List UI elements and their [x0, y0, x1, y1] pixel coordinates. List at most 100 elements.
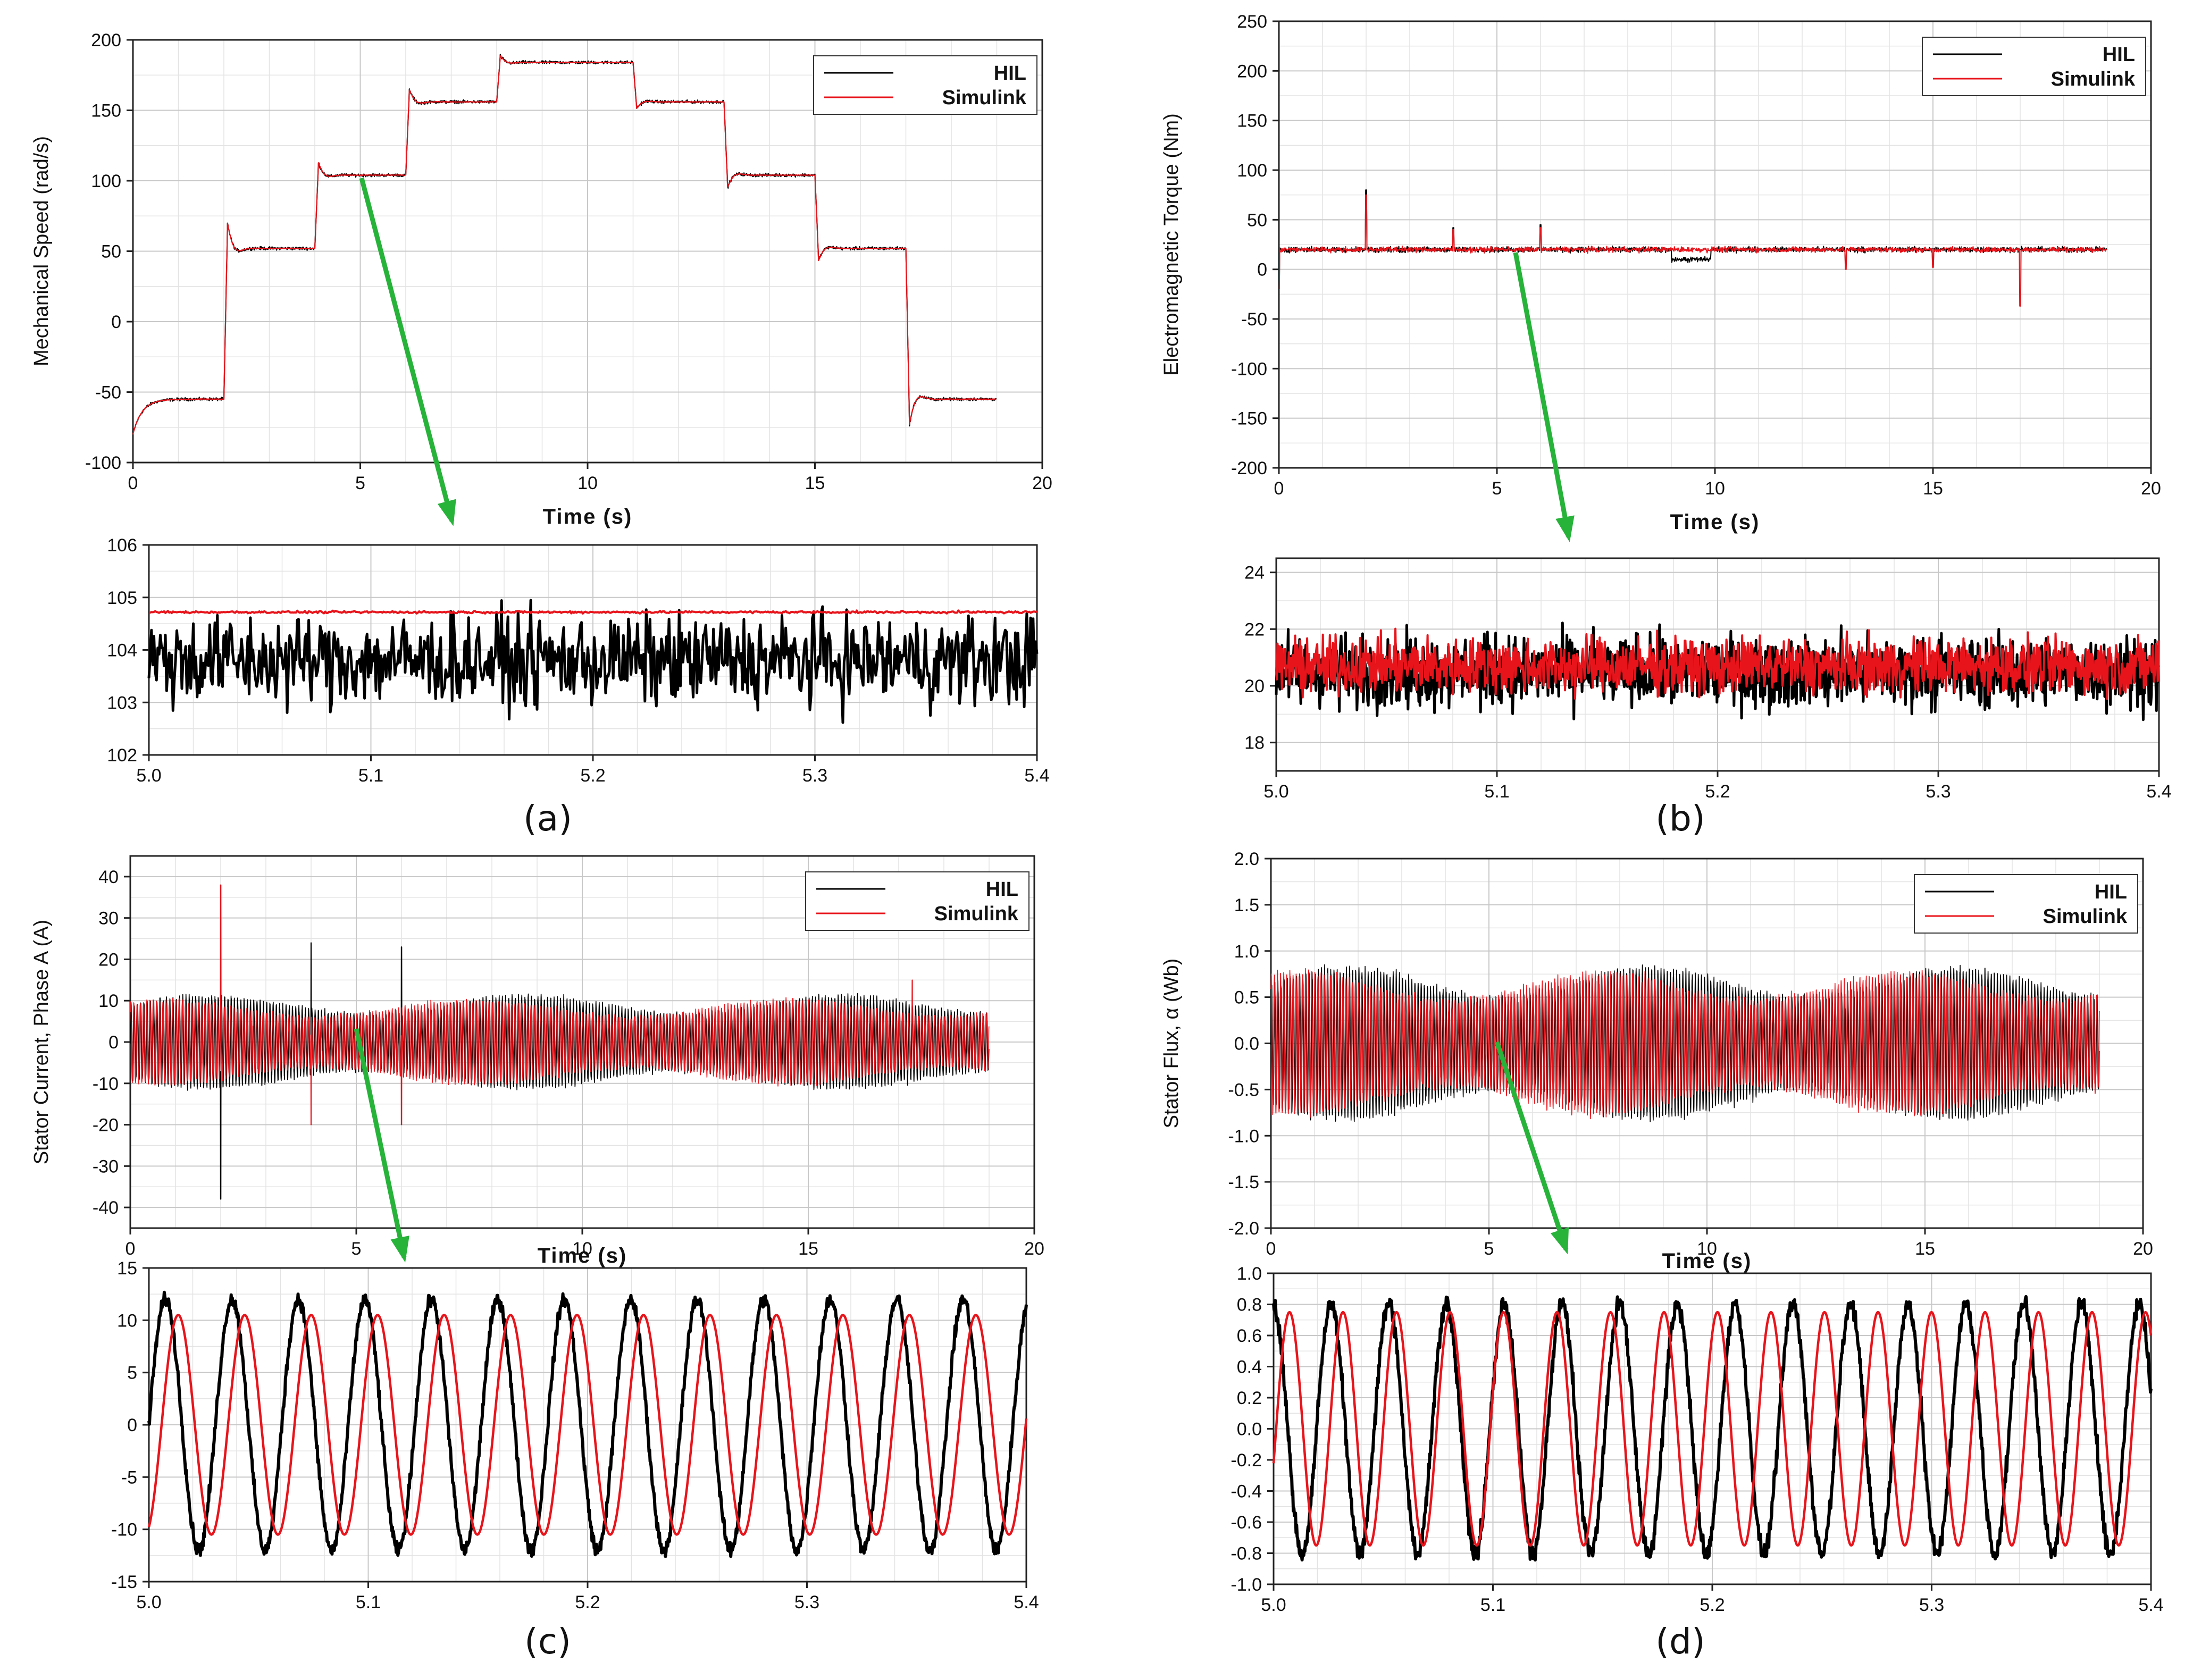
x-tick-label: 5	[1492, 478, 1502, 499]
x-tick-label: 5.2	[1700, 1595, 1725, 1615]
x-tick-label: 0	[1266, 1239, 1276, 1259]
y-tick-label: 10	[117, 1311, 137, 1331]
legend-box	[1922, 37, 2146, 96]
x-tick-label: 20	[1032, 473, 1052, 493]
x-tick-label: 5.1	[358, 766, 383, 786]
x-tick-label: 10	[577, 473, 598, 493]
y-tick-label: -40	[93, 1198, 119, 1218]
y-tick-label: -0.6	[1231, 1513, 1262, 1533]
x-axis-label: Time (s)	[538, 1244, 627, 1267]
y-tick-label: -100	[1231, 359, 1267, 379]
y-tick-label: 1.0	[1237, 1264, 1262, 1284]
x-tick-label: 0	[125, 1239, 136, 1259]
x-tick-label: 5.4	[1024, 766, 1049, 786]
x-tick-label: 15	[1915, 1239, 1935, 1259]
y-tick-label: 1.5	[1234, 895, 1259, 915]
series-line-simulink	[1272, 1311, 2153, 1547]
series-line-simulink	[130, 884, 990, 1125]
y-tick-label: 200	[91, 30, 121, 51]
x-tick-label: 15	[798, 1239, 818, 1259]
y-tick-label: 200	[1237, 61, 1267, 81]
chart-c-zoom: 5.0 5.1 5.2 5.3 5.4 -15 -10 -5 0 5 10 15	[111, 1258, 1039, 1612]
x-tick-label: 5.4	[2146, 782, 2171, 802]
x-tick-label: 5.3	[1919, 1595, 1944, 1615]
y-tick-label: 106	[107, 535, 137, 556]
x-tick-label: 20	[2133, 1239, 2153, 1259]
x-tick-label: 5.1	[1480, 1595, 1505, 1615]
y-tick-label: 20	[1244, 676, 1265, 696]
x-tick-label: 5.2	[1705, 782, 1730, 802]
y-tick-label: 2.0	[1234, 849, 1259, 869]
y-tick-label: -20	[93, 1115, 119, 1136]
y-tick-label: -50	[1241, 309, 1267, 330]
zoom-arrow-a	[359, 177, 456, 526]
y-tick-label: 0.5	[1234, 988, 1259, 1008]
y-tick-label: 0.4	[1237, 1357, 1262, 1377]
y-tick-label: 22	[1244, 619, 1265, 640]
legend-label-simulink: Simulink	[2051, 68, 2136, 90]
y-tick-label: -1.5	[1228, 1172, 1259, 1192]
zoom-arrow-b-head	[1555, 515, 1575, 542]
x-tick-label: 5.0	[1263, 782, 1288, 802]
zoom-arrow-c-head	[390, 1236, 409, 1263]
y-tick-label: 0	[108, 1032, 119, 1053]
panel-label-b: (b)	[1655, 798, 1705, 839]
x-tick-label: 5	[1484, 1239, 1494, 1259]
series-line-hil	[1272, 1295, 2153, 1562]
y-tick-label: 24	[1244, 563, 1265, 583]
y-tick-label: 105	[107, 588, 137, 608]
y-tick-label: 100	[91, 171, 121, 191]
chart-b-main: 0 5 10 15 20 -200 -150 -100 -50 0 50 100 150 200 250 Ti…	[1160, 12, 2161, 534]
x-tick-label: 5.0	[136, 1592, 161, 1612]
series-line-hil	[147, 1290, 1028, 1558]
y-tick-label: -5	[121, 1467, 137, 1488]
y-tick-label: 15	[117, 1258, 137, 1279]
x-tick-label: 20	[1024, 1239, 1044, 1259]
legend-label-simulink: Simulink	[2043, 905, 2128, 928]
x-tick-label: 5.1	[1484, 782, 1509, 802]
y-tick-label: 5	[127, 1363, 137, 1383]
x-tick-label: 15	[1923, 478, 1943, 499]
y-axis-label: Stator Flux, α (Wb)	[1160, 959, 1183, 1129]
series-line-simulink	[1278, 194, 2107, 307]
y-tick-label: 0.0	[1234, 1034, 1259, 1054]
x-tick-label: 5.3	[794, 1592, 819, 1612]
y-tick-label: 50	[1247, 210, 1267, 230]
y-tick-label: 0	[111, 312, 121, 332]
chart-a-zoom: 5.0 5.1 5.2 5.3 5.4 102 103 104 105 106	[107, 535, 1049, 786]
y-tick-label: -100	[85, 453, 121, 473]
y-tick-label: 50	[101, 242, 121, 262]
y-tick-label: 102	[107, 745, 137, 766]
legend-box	[805, 871, 1029, 931]
y-tick-label: 104	[107, 641, 137, 661]
y-axis-label: Electromagnetic Torque (Nm)	[1160, 113, 1183, 375]
y-axis-label: Mechanical Speed (rad/s)	[30, 136, 53, 366]
x-tick-label: 5.0	[1261, 1595, 1286, 1615]
zoom-arrow-d-head	[1550, 1227, 1569, 1255]
y-tick-label: -30	[93, 1156, 119, 1177]
y-tick-label: 0	[1257, 260, 1267, 280]
y-tick-label: -2.0	[1228, 1219, 1259, 1239]
x-tick-label: 5	[355, 473, 365, 493]
series-line-simulink	[148, 609, 1037, 615]
legend-label-simulink: Simulink	[934, 903, 1019, 925]
legend-box	[813, 55, 1037, 115]
y-tick-label: -15	[111, 1572, 137, 1592]
y-tick-label: 0.2	[1237, 1388, 1262, 1408]
y-tick-label: -1.0	[1231, 1575, 1262, 1595]
x-tick-label: 0	[1274, 478, 1284, 499]
x-tick-label: 5.4	[1014, 1592, 1039, 1612]
x-axis-label: Time (s)	[1670, 510, 1760, 534]
chart-a-main: 0 5 10 15 20 -100 -50 0 50 100 150 200 Time (s) Mecha…	[30, 30, 1052, 528]
x-tick-label: 5.0	[136, 766, 161, 786]
y-tick-label: 30	[98, 909, 119, 929]
x-tick-label: 10	[1705, 478, 1725, 499]
zoom-arrow-d	[1494, 1041, 1569, 1255]
series-line-simulink	[132, 55, 997, 435]
x-tick-label: 15	[805, 473, 825, 493]
series-line-simulink	[1275, 627, 2160, 700]
legend-label-simulink: Simulink	[942, 87, 1027, 109]
